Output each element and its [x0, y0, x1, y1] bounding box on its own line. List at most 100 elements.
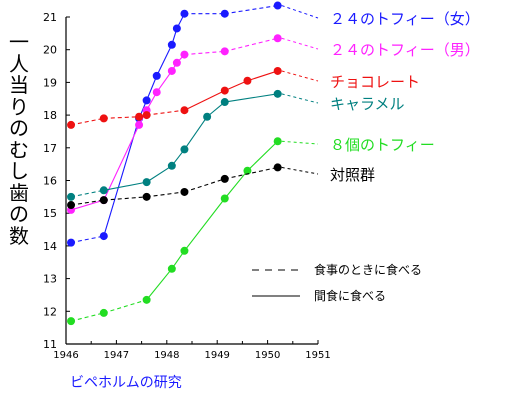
y-axis-label-char: 人 — [9, 51, 29, 76]
series-segment — [224, 170, 248, 199]
y-tick-label: 12 — [43, 305, 57, 318]
data-point — [142, 192, 151, 201]
data-point — [273, 89, 282, 98]
series-segment — [70, 312, 104, 322]
data-point — [180, 246, 189, 255]
data-point — [167, 66, 176, 75]
data-point — [273, 163, 282, 172]
data-point — [243, 76, 252, 85]
legend-label: 食事のときに食べる — [314, 262, 422, 277]
y-tick-label: 15 — [43, 207, 57, 220]
series-leader — [281, 37, 319, 50]
data-point — [99, 114, 108, 123]
data-point — [67, 192, 76, 201]
y-tick-label: 20 — [43, 44, 57, 57]
series-segment — [224, 93, 278, 103]
y-tick-label: 17 — [43, 142, 57, 155]
series-segment — [184, 90, 226, 111]
data-point — [273, 1, 282, 10]
data-point — [220, 174, 229, 183]
series-segment — [70, 189, 104, 198]
y-tick-label: 18 — [43, 109, 57, 122]
series-segment — [103, 116, 140, 119]
data-point — [180, 50, 189, 59]
x-tick-label: 1950 — [255, 350, 280, 361]
data-point — [67, 201, 76, 210]
y-axis-label-char: 当 — [9, 73, 29, 97]
series-leader — [281, 140, 319, 145]
series-leader — [281, 70, 319, 82]
y-axis-label-char: 数 — [9, 223, 29, 248]
y-axis-label-char: し — [9, 159, 29, 183]
series-label: ８個のトフィー — [330, 136, 435, 154]
data-point — [67, 317, 76, 326]
data-point — [142, 178, 151, 187]
series-segment — [146, 268, 173, 301]
data-point — [220, 86, 229, 95]
data-point — [167, 40, 176, 49]
data-point — [167, 264, 176, 273]
y-axis-label-char: り — [9, 94, 29, 119]
series-segment — [146, 109, 185, 116]
data-point — [99, 196, 108, 205]
data-point — [220, 9, 229, 18]
data-point — [172, 24, 181, 33]
series-label: ２４のトフィー（女） — [330, 10, 480, 28]
data-point — [273, 137, 282, 146]
y-axis-label-char: む — [9, 137, 29, 162]
y-tick-label: 11 — [43, 338, 57, 351]
series-label: キャラメル — [330, 95, 405, 113]
y-axis-label-char: の — [9, 116, 29, 140]
series-segment — [224, 37, 278, 52]
series-label: チョコレート — [330, 73, 420, 91]
series-leader — [281, 93, 319, 104]
data-point — [167, 161, 176, 170]
data-point — [67, 120, 76, 129]
y-tick-label: 19 — [43, 76, 57, 89]
y-tick-label: 13 — [43, 273, 57, 286]
series-segment — [70, 199, 104, 206]
x-tick-label: 1948 — [154, 350, 179, 361]
data-point — [135, 120, 144, 129]
data-point — [220, 98, 229, 107]
series-segment — [184, 50, 225, 56]
series-segment — [103, 299, 147, 314]
x-tick-label: 1949 — [204, 350, 229, 361]
data-point — [67, 238, 76, 247]
x-tick-label: 1951 — [305, 350, 330, 361]
data-point — [203, 112, 212, 121]
data-point — [180, 187, 189, 196]
series-segment — [247, 140, 279, 172]
y-tick-label: 14 — [43, 240, 57, 253]
data-point — [99, 232, 108, 241]
data-point — [99, 308, 108, 317]
y-tick-label: 21 — [43, 11, 57, 24]
series-segment — [103, 181, 147, 191]
series-segment — [146, 75, 158, 101]
data-point — [172, 58, 181, 67]
data-point — [99, 186, 108, 195]
series-segment — [70, 117, 104, 126]
series-leader — [281, 166, 319, 175]
series-segment — [183, 116, 208, 150]
chart-caption: ビペホルムの研究 — [70, 375, 182, 391]
series-segment — [224, 5, 278, 15]
data-point — [142, 295, 151, 304]
data-point — [273, 66, 282, 75]
series-segment — [156, 70, 173, 93]
x-tick-label: 1947 — [104, 350, 129, 361]
data-point — [135, 112, 144, 121]
y-tick-label: 16 — [43, 175, 57, 188]
data-point — [180, 145, 189, 154]
y-axis-label-char: の — [9, 202, 29, 226]
data-point — [220, 47, 229, 56]
data-point — [220, 194, 229, 203]
y-axis-label-char: 歯 — [9, 180, 29, 205]
data-point — [180, 106, 189, 115]
data-point — [273, 34, 282, 43]
series-segment — [156, 44, 173, 77]
data-point — [152, 71, 161, 80]
x-tick-label: 1946 — [53, 350, 78, 361]
legend-label: 間食に食べる — [314, 288, 386, 303]
